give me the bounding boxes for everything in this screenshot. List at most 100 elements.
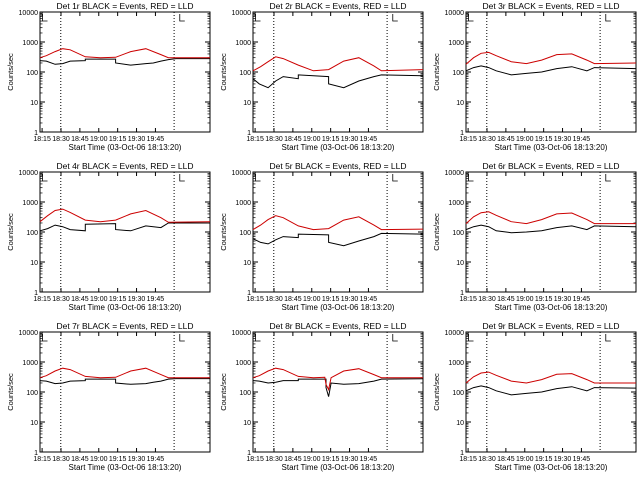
y-tick-label: 10 <box>456 260 464 267</box>
chart-title: Det 4r BLACK = Events, RED = LLD <box>56 161 193 171</box>
x-axis-label: Start Time (03-Oct-06 18:13:20) <box>69 143 182 152</box>
x-tick-label: 18:15 <box>459 456 477 463</box>
x-axis-label: Start Time (03-Oct-06 18:13:20) <box>282 143 395 152</box>
y-tick-label: 10 <box>243 260 251 267</box>
y-tick-label: 100 <box>26 230 38 237</box>
chart-title: Det 5r BLACK = Events, RED = LLD <box>269 161 406 171</box>
chart-title: Det 6r BLACK = Events, RED = LLD <box>482 161 619 171</box>
y-tick-label: 1 <box>460 130 464 137</box>
events-series-line <box>465 65 637 76</box>
x-tick-label: 18:30 <box>265 136 283 143</box>
chart-panel-8: Det 8r BLACK = Events, RED = LLD 1 10 100 10… <box>219 321 424 472</box>
corner-bracket <box>468 334 474 342</box>
x-tick-label: 19:45 <box>360 456 378 463</box>
corner-bracket <box>179 14 185 22</box>
x-tick-label: 19:00 <box>90 136 108 143</box>
corner-bracket <box>605 174 611 182</box>
chart-panel-6: Det 6r BLACK = Events, RED = LLD 1 10 100 10… <box>432 161 637 312</box>
y-tick-label: 10000 <box>19 10 39 17</box>
y-tick-label: 10000 <box>232 330 252 337</box>
y-tick-label: 1000 <box>448 40 464 47</box>
y-tick-label: 1000 <box>235 40 251 47</box>
y-axis-label: Counts/sec <box>219 373 228 411</box>
corner-bracket <box>605 334 611 342</box>
corner-bracket <box>468 14 474 22</box>
y-axis-label: Counts/sec <box>6 53 15 91</box>
events-series-line <box>252 378 424 397</box>
lld-series-line <box>465 211 636 225</box>
y-tick-label: 1000 <box>448 360 464 367</box>
y-tick-label: 100 <box>452 230 464 237</box>
x-tick-label: 18:45 <box>497 136 515 143</box>
corner-bracket <box>392 174 398 182</box>
x-tick-label: 18:45 <box>284 296 302 303</box>
x-tick-label: 19:15 <box>109 296 127 303</box>
y-tick-label: 10 <box>30 260 38 267</box>
x-tick-label: 18:30 <box>478 456 496 463</box>
x-tick-label: 18:30 <box>478 136 496 143</box>
corner-bracket <box>468 174 474 182</box>
y-tick-label: 10 <box>243 100 251 107</box>
y-axis-label: Counts/sec <box>432 53 441 91</box>
x-tick-label: 19:30 <box>341 296 359 303</box>
x-tick-label: 19:45 <box>573 296 591 303</box>
x-tick-label: 18:45 <box>284 456 302 463</box>
lld-series-line <box>39 48 210 59</box>
y-axis-label: Counts/sec <box>432 373 441 411</box>
y-tick-label: 1000 <box>22 200 38 207</box>
y-tick-label: 100 <box>239 230 251 237</box>
chart-panel-3: Det 3r BLACK = Events, RED = LLD 1 10 100 10… <box>432 1 637 152</box>
lld-series-line <box>39 367 210 379</box>
x-axis-label: Start Time (03-Oct-06 18:13:20) <box>495 303 608 312</box>
events-series-line <box>39 378 210 385</box>
y-tick-label: 10000 <box>19 330 39 337</box>
lld-series-line <box>252 215 424 231</box>
x-tick-label: 19:45 <box>573 136 591 143</box>
y-tick-label: 1 <box>247 450 251 457</box>
y-tick-label: 100 <box>26 390 38 397</box>
lld-series-line <box>39 208 211 223</box>
y-tick-label: 100 <box>239 70 251 77</box>
x-tick-label: 18:45 <box>71 296 89 303</box>
plot-frame <box>465 171 637 293</box>
x-tick-label: 18:15 <box>246 136 264 143</box>
y-axis-label: Counts/sec <box>6 373 15 411</box>
y-tick-label: 10000 <box>445 170 465 177</box>
corner-bracket <box>605 14 611 22</box>
x-tick-label: 18:15 <box>246 456 264 463</box>
x-tick-label: 18:45 <box>497 296 515 303</box>
chart-panel-1: Det 1r BLACK = Events, RED = LLD 1 10 100 10… <box>6 1 211 152</box>
chart-title: Det 9r BLACK = Events, RED = LLD <box>482 321 619 331</box>
corner-bracket <box>255 334 261 342</box>
chart-title: Det 7r BLACK = Events, RED = LLD <box>56 321 193 331</box>
plot-frame <box>252 171 424 293</box>
x-tick-label: 19:30 <box>341 456 359 463</box>
x-tick-label: 19:30 <box>341 136 359 143</box>
chart-panel-5: Det 5r BLACK = Events, RED = LLD 1 10 100 10… <box>219 161 424 312</box>
y-tick-label: 100 <box>239 390 251 397</box>
corner-bracket <box>42 174 48 182</box>
x-tick-label: 19:30 <box>128 456 146 463</box>
chart-panel-2: Det 2r BLACK = Events, RED = LLD 1 10 100 10… <box>219 1 424 152</box>
events-series-line <box>39 58 210 66</box>
corner-bracket <box>179 334 185 342</box>
x-tick-label: 19:15 <box>535 296 553 303</box>
y-axis-label: Counts/sec <box>432 213 441 251</box>
x-tick-label: 19:00 <box>90 296 108 303</box>
x-tick-label: 19:15 <box>109 456 127 463</box>
lld-series-line <box>252 367 423 392</box>
x-tick-label: 19:15 <box>322 136 340 143</box>
plot-frame <box>465 11 637 133</box>
x-tick-label: 19:15 <box>109 136 127 143</box>
chart-title: Det 1r BLACK = Events, RED = LLD <box>56 1 193 11</box>
x-tick-label: 18:15 <box>459 296 477 303</box>
plot-frame <box>39 331 211 453</box>
plot-frame <box>252 331 424 453</box>
x-tick-label: 18:15 <box>33 296 51 303</box>
x-tick-label: 19:30 <box>554 296 572 303</box>
x-tick-label: 18:30 <box>265 296 283 303</box>
y-tick-label: 1 <box>247 130 251 137</box>
x-axis-label: Start Time (03-Oct-06 18:13:20) <box>69 463 182 472</box>
corner-bracket <box>255 174 261 182</box>
x-axis-label: Start Time (03-Oct-06 18:13:20) <box>282 463 395 472</box>
